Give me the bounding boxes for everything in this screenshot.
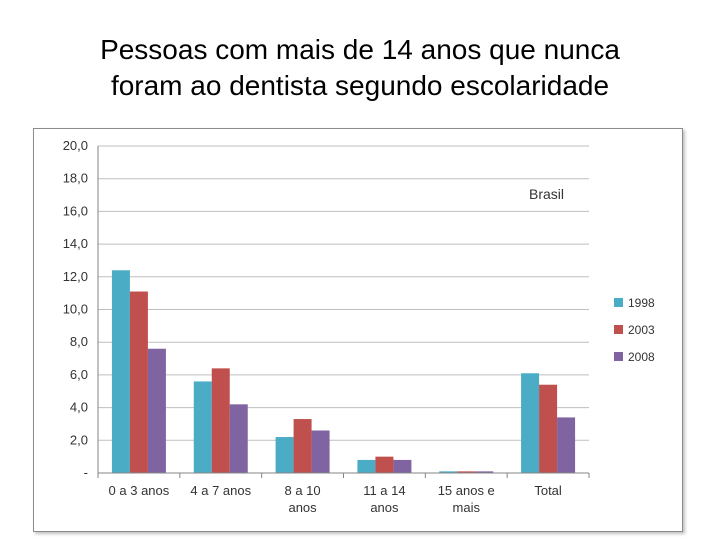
bar-2008 — [311, 430, 330, 473]
y-tick-label: 8,0 — [70, 334, 88, 349]
bar-2008 — [475, 471, 494, 473]
legend-label: 1998 — [628, 296, 655, 310]
bar-2008 — [393, 459, 412, 473]
y-tick-label: 10,0 — [63, 302, 88, 317]
y-tick-label: 14,0 — [63, 236, 88, 251]
bar-1998 — [275, 437, 294, 473]
axes — [97, 146, 590, 478]
x-category-labels: 0 a 3 anos 4 a 7 anos 8 a 10 anos 11 a 14 ano… — [109, 483, 562, 515]
y-tick-label: 16,0 — [63, 203, 88, 218]
bar-chart: - 2,0 4,0 6,0 8,0 10,0 12,0 14,0 16,0 18,0 20,0 0 … — [63, 138, 655, 515]
bar-1998 — [521, 373, 540, 473]
legend: 1998 2003 2008 — [614, 296, 655, 364]
x-category-label: mais — [453, 500, 481, 515]
slide-title-line-2: foram ao dentista segundo escolaridade — [110, 70, 610, 101]
bar-1998 — [439, 471, 458, 473]
bar-2003 — [375, 456, 394, 473]
bar-2003 — [129, 291, 148, 473]
bar-1998 — [111, 270, 130, 473]
y-tick-label: 20,0 — [63, 138, 88, 153]
legend-swatch — [614, 325, 623, 334]
legend-label: 2008 — [628, 350, 655, 364]
y-tick-labels: - 2,0 4,0 6,0 8,0 10,0 12,0 14,0 16,0 18,0 20,0 — [63, 138, 88, 480]
y-tick-label: 6,0 — [70, 367, 88, 382]
x-category-label: anos — [288, 500, 317, 515]
x-category-label: 11 a 14 — [363, 483, 405, 498]
slide-title: Pessoas com mais de 14 anos que nunca fo… — [20, 32, 700, 104]
y-tick-label: 4,0 — [70, 400, 88, 415]
y-tick-label: - — [84, 465, 88, 480]
x-category-label: 15 anos e — [438, 483, 495, 498]
slide-title-line-1: Pessoas com mais de 14 anos que nunca — [100, 34, 620, 65]
x-category-label: 4 a 7 anos — [190, 483, 251, 498]
legend-label: 2003 — [628, 323, 655, 337]
y-tick-label: 18,0 — [63, 171, 88, 186]
x-category-label: Total — [534, 483, 562, 498]
bar-2008 — [147, 348, 166, 473]
bar-2008 — [557, 417, 576, 473]
x-category-label: anos — [370, 500, 399, 515]
bar-2003 — [211, 368, 230, 473]
y-tick-label: 2,0 — [70, 432, 88, 447]
bar-2003 — [293, 419, 312, 473]
bar-1998 — [357, 459, 376, 473]
x-category-label: 0 a 3 anos — [109, 483, 170, 498]
legend-swatch — [614, 298, 623, 307]
bar-2003 — [539, 384, 558, 473]
bar-1998 — [193, 381, 212, 473]
bar-2008 — [229, 404, 248, 473]
bars — [111, 270, 576, 473]
x-category-label: 8 a 10 — [285, 483, 321, 498]
legend-swatch — [614, 352, 623, 361]
y-tick-label: 12,0 — [63, 269, 88, 284]
gridlines — [98, 145, 589, 441]
bar-2003 — [457, 471, 476, 473]
chart-annotation: Brasil — [529, 186, 564, 202]
chart-frame: - 2,0 4,0 6,0 8,0 10,0 12,0 14,0 16,0 18,0 20,0 0 … — [33, 128, 683, 532]
